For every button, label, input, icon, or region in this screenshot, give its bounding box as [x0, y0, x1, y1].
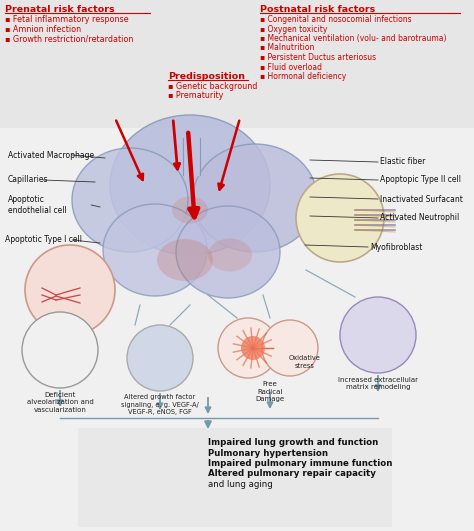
Text: ▪ Fetal inflammatory response: ▪ Fetal inflammatory response [5, 15, 128, 24]
Text: Capillaries: Capillaries [8, 176, 48, 184]
Text: Elastic fiber: Elastic fiber [380, 158, 425, 167]
Text: Myofibroblast: Myofibroblast [370, 243, 422, 252]
Circle shape [127, 325, 193, 391]
Text: Apoptopic Type II cell: Apoptopic Type II cell [380, 176, 461, 184]
Text: Activated Neutrophil: Activated Neutrophil [380, 213, 459, 222]
FancyBboxPatch shape [0, 0, 474, 128]
Text: ▪ Genetic background: ▪ Genetic background [168, 82, 257, 91]
Ellipse shape [193, 144, 317, 252]
Text: and lung aging: and lung aging [208, 480, 273, 489]
Ellipse shape [110, 115, 270, 255]
Text: Prenatal risk factors: Prenatal risk factors [5, 5, 115, 14]
Text: Oxidative
stress: Oxidative stress [289, 355, 321, 369]
Ellipse shape [103, 204, 207, 296]
Text: Altered growth factor
signaling, e. g. VEGF-A/
VEGF-R, eNOS, FGF: Altered growth factor signaling, e. g. V… [121, 394, 199, 415]
Circle shape [340, 297, 416, 373]
Circle shape [241, 336, 265, 360]
Text: Increased extracellular
matrix remodeling: Increased extracellular matrix remodelin… [338, 377, 418, 390]
Text: Altered pulmonary repair capacity: Altered pulmonary repair capacity [208, 469, 376, 478]
Text: ▪ Amnion infection: ▪ Amnion infection [5, 24, 81, 33]
Text: Deficient
alveolarization and
vascularization: Deficient alveolarization and vasculariz… [27, 392, 93, 413]
Text: ▪ Prematurity: ▪ Prematurity [168, 91, 223, 100]
Text: ▪ Persistent Ductus arteriosus: ▪ Persistent Ductus arteriosus [260, 53, 376, 62]
Text: Free
Radical
Damage: Free Radical Damage [255, 381, 284, 402]
Ellipse shape [176, 206, 280, 298]
Text: ▪ Growth restriction/retardation: ▪ Growth restriction/retardation [5, 34, 133, 43]
Circle shape [218, 318, 278, 378]
Text: ▪ Malnutrition: ▪ Malnutrition [260, 44, 314, 53]
Text: Pulmonary hypertension: Pulmonary hypertension [208, 449, 328, 458]
Text: Apoptotic Type I cell: Apoptotic Type I cell [5, 236, 82, 244]
Text: ▪ Congenital and nosocomial infections: ▪ Congenital and nosocomial infections [260, 15, 411, 24]
Text: Inactivated Surfacant: Inactivated Surfacant [380, 194, 463, 203]
Text: ▪ Mechanical ventilation (volu- and barotrauma): ▪ Mechanical ventilation (volu- and baro… [260, 34, 447, 43]
Text: Impaired pulmonary immune function: Impaired pulmonary immune function [208, 459, 392, 468]
Circle shape [25, 245, 115, 335]
Text: Predisposition: Predisposition [168, 72, 245, 81]
Text: ▪ Hormonal deficiency: ▪ Hormonal deficiency [260, 72, 346, 81]
Circle shape [296, 174, 384, 262]
Text: Apoptotic
endothelial cell: Apoptotic endothelial cell [8, 195, 67, 215]
Ellipse shape [172, 196, 208, 224]
Text: Activated Macrophage: Activated Macrophage [8, 150, 94, 159]
Ellipse shape [157, 239, 213, 281]
Ellipse shape [208, 238, 252, 271]
Text: Impaired lung growth and function: Impaired lung growth and function [208, 438, 378, 447]
Text: ▪ Oxygen toxicity: ▪ Oxygen toxicity [260, 24, 328, 33]
Circle shape [22, 312, 98, 388]
Ellipse shape [72, 148, 188, 252]
FancyBboxPatch shape [78, 428, 392, 527]
Text: ▪ Fluid overload: ▪ Fluid overload [260, 63, 322, 72]
Text: Postnatal risk factors: Postnatal risk factors [260, 5, 375, 14]
Circle shape [262, 320, 318, 376]
